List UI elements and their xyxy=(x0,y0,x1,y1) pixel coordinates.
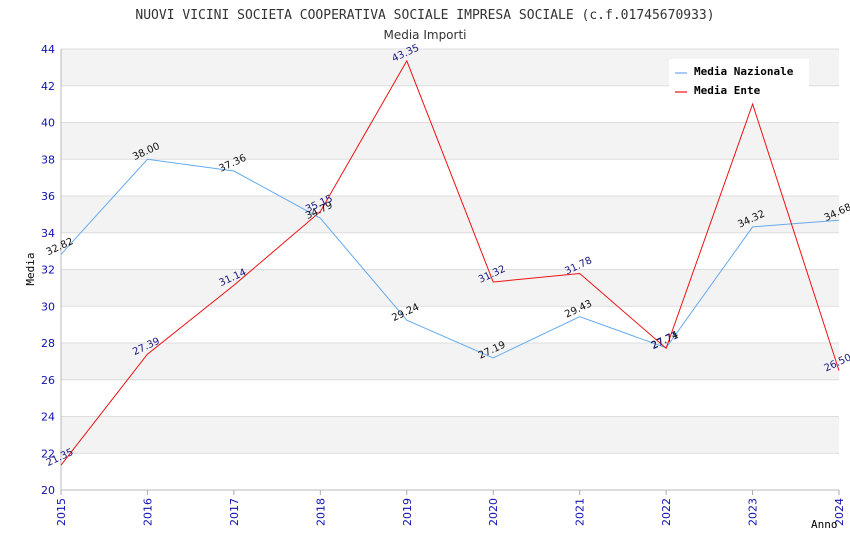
nazionale-line xyxy=(60,158,840,359)
y-tick-label: 32 xyxy=(41,264,55,277)
legend-label-ente: Media Ente xyxy=(694,84,761,97)
grid-lines xyxy=(60,48,840,495)
grid-band xyxy=(61,196,839,233)
grid-band xyxy=(61,269,839,307)
y-tick-label: 20 xyxy=(41,484,55,497)
y-axis-label: Media xyxy=(24,252,37,285)
series-lines xyxy=(60,59,840,466)
y-tick-label: 44 xyxy=(41,43,55,56)
legend-box xyxy=(669,59,809,101)
x-tick-label: 2022 xyxy=(660,498,673,526)
x-tick-label: 2017 xyxy=(228,498,241,526)
ente-line xyxy=(60,59,840,466)
x-tick-label: 2018 xyxy=(314,498,327,526)
chart-title: NUOVI VICINI SOCIETA COOPERATIVA SOCIALE… xyxy=(135,8,714,23)
grid-band xyxy=(61,343,839,380)
x-tick-label: 2020 xyxy=(487,498,500,526)
legend: Media Nazionale Media Ente xyxy=(669,59,809,101)
grid-band xyxy=(61,122,839,160)
y-tick-label: 28 xyxy=(41,337,55,350)
x-tick-label: 2023 xyxy=(747,498,760,526)
y-tick-label: 30 xyxy=(41,300,55,313)
y-tick-label: 36 xyxy=(41,190,55,203)
x-axis-label: Anno xyxy=(811,518,838,531)
y-tick-label: 24 xyxy=(41,411,55,424)
legend-label-nazionale: Media Nazionale xyxy=(694,65,794,78)
grid-bands xyxy=(61,49,839,454)
x-tick-label: 2019 xyxy=(401,498,414,526)
y-tick-label: 34 xyxy=(41,227,55,240)
data-labels: 32.8238.0037.3634.7929.2427.1929.4327.74… xyxy=(45,43,850,469)
x-tick-label: 2015 xyxy=(55,498,68,526)
y-tick-label: 22 xyxy=(41,447,55,460)
x-tick-labels: 2015 2016 2017 2018 2019 2020 2021 2022 2023 2024 xyxy=(55,498,846,526)
x-tick-label: 2021 xyxy=(574,498,587,526)
y-tick-label: 26 xyxy=(41,374,55,387)
y-tick-label: 38 xyxy=(41,153,55,166)
y-tick-label: 42 xyxy=(41,80,55,93)
x-tick-label: 2016 xyxy=(141,498,154,526)
y-tick-labels: 20 22 24 26 28 30 32 34 36 38 40 42 44 xyxy=(41,43,55,497)
y-tick-label: 40 xyxy=(41,117,55,130)
x-tick-label: 2024 xyxy=(833,498,846,526)
grid-band xyxy=(61,416,839,454)
chart-subtitle: Media Importi xyxy=(383,28,466,42)
